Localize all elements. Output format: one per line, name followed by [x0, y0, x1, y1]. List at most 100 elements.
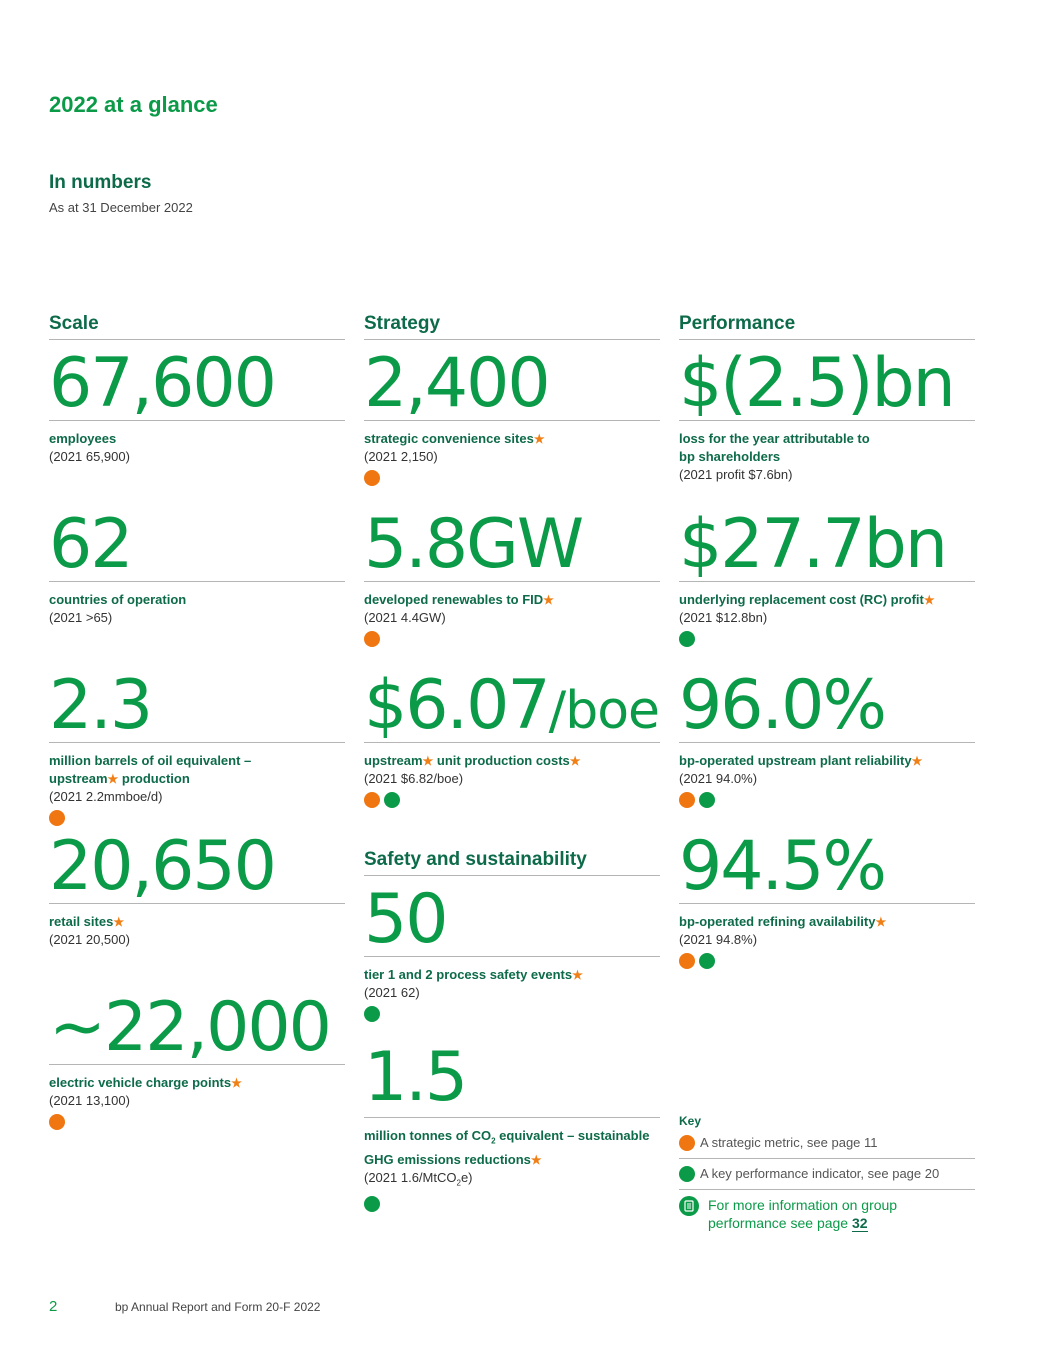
more-info-link[interactable]: For more information on group performanc… [679, 1196, 975, 1232]
strategic-metric-dot-icon [679, 792, 695, 808]
metric-label-text-3: GHG emissions reductions [364, 1151, 531, 1167]
metric-tags [679, 953, 975, 970]
metric-tags [364, 631, 660, 648]
metric-label-text: bp-operated refining availability [679, 914, 876, 929]
more-info-text: For more information on group performanc… [708, 1196, 897, 1232]
metric-value: 96.0% [679, 670, 975, 743]
metric-value: $(2.5)bn [679, 348, 975, 421]
metric-prior: (2021 >65) [49, 610, 113, 625]
metric-label: million tonnes of CO2 equivalent – susta… [364, 1127, 660, 1169]
metric-prior: (2021 94.0%) [679, 771, 758, 786]
column-header-performance: Performance [679, 313, 975, 340]
metric-rc-profit: $27.7bn underlying replacement cost (RC)… [679, 509, 975, 648]
metric-prior: (2021 94.8%) [679, 932, 758, 947]
metric-prior: (2021 $12.8bn) [679, 610, 768, 625]
metric-label: loss for the year attributable to bp sha… [679, 430, 975, 466]
key-strategic-text: A strategic metric, see page 11 [700, 1135, 878, 1150]
column-header-strategy: Strategy [364, 313, 660, 340]
kpi-dot-icon [699, 953, 715, 969]
metric-prior: (2021 4.4GW) [364, 610, 446, 625]
metric-ev-charge-points: ~22,000 electric vehicle charge points★ … [49, 992, 345, 1131]
metric-countries: 62 countries of operation (2021 >65) [49, 509, 345, 627]
page-title: 2022 at a glance [49, 92, 218, 117]
metric-prior: (2021 profit $7.6bn) [679, 467, 793, 482]
metric-refining-availability: 94.5% bp-operated refining availability★… [679, 831, 975, 970]
metric-value: $6.07/boe [364, 670, 660, 743]
metric-value-unit: /boe [548, 681, 660, 741]
metric-label: electric vehicle charge points★ [49, 1074, 345, 1092]
metric-prior-text-2: e) [460, 1169, 473, 1185]
star-icon: ★ [923, 593, 935, 607]
metric-prior: (2021 2,150) [364, 449, 438, 464]
star-icon: ★ [911, 754, 923, 768]
page-link[interactable]: 32 [851, 1215, 868, 1232]
metric-renewables: 5.8GW developed renewables to FID★ (2021… [364, 509, 660, 648]
strategic-metric-dot-icon [49, 1114, 65, 1130]
column-header-scale: Scale [49, 313, 345, 340]
metric-process-safety-events: 50 tier 1 and 2 process safety events★ (… [364, 884, 660, 1023]
metric-prior: (2021 2.2mmboe/d) [49, 789, 163, 804]
metric-prior: (2021 62) [364, 985, 420, 1000]
metric-label-text: strategic convenience sites [364, 431, 534, 446]
kpi-dot-icon [384, 792, 400, 808]
metric-prior: (2021 20,500) [49, 932, 130, 947]
metric-prior: (2021 13,100) [49, 1093, 130, 1108]
metric-value: 5.8GW [364, 509, 660, 582]
metric-label-line2b: production [118, 771, 190, 786]
column-header-safety: Safety and sustainability [364, 849, 660, 876]
star-icon: ★ [543, 593, 554, 607]
metric-label-text: million tonnes of CO [364, 1128, 492, 1143]
section-title: In numbers [49, 172, 152, 193]
metric-value: 2,400 [364, 348, 660, 421]
metric-label-text-2: equivalent – sustainable [495, 1128, 650, 1143]
metric-tags [679, 792, 975, 809]
strategic-metric-dot-icon [679, 953, 695, 969]
metric-tags [679, 631, 975, 648]
strategic-metric-dot-icon [364, 470, 380, 486]
document-icon [679, 1196, 699, 1216]
metric-value: 62 [49, 509, 345, 582]
metric-label: retail sites★ [49, 913, 345, 931]
metric-prior: (2021 $6.82/boe) [364, 771, 464, 786]
more-info-line2: performance see page [708, 1215, 852, 1231]
star-icon: ★ [569, 754, 581, 768]
star-icon: ★ [231, 1076, 242, 1090]
strategic-metric-dot-icon [364, 631, 380, 647]
strategic-metric-dot-icon [49, 810, 65, 826]
metric-value: 50 [364, 884, 660, 957]
metric-value: ~22,000 [49, 992, 345, 1065]
metric-label-text: tier 1 and 2 process safety events [364, 967, 573, 982]
metric-label-text: bp-operated upstream plant reliability [679, 753, 912, 768]
metric-value: 20,650 [49, 831, 345, 904]
key-strategic-metric: A strategic metric, see page 11 [679, 1134, 975, 1159]
metric-label: upstream★ unit production costs★ [364, 752, 660, 770]
metric-value: $27.7bn [679, 509, 975, 582]
legend-key: Key A strategic metric, see page 11 A ke… [679, 1114, 975, 1232]
metric-unit-production-costs: $6.07/boe upstream★ unit production cost… [364, 670, 660, 809]
star-icon: ★ [422, 754, 434, 768]
metric-value: 1.5 [364, 1038, 660, 1118]
metric-value: 94.5% [679, 831, 975, 904]
metric-label: strategic convenience sites★ [364, 430, 660, 448]
metric-label: employees [49, 431, 117, 446]
metric-label: bp-operated upstream plant reliability★ [679, 752, 975, 770]
kpi-dot-icon [364, 1006, 380, 1022]
metric-label-text: electric vehicle charge points [49, 1075, 232, 1090]
metric-label-line1: loss for the year attributable to [679, 431, 870, 446]
metric-tags [364, 1196, 660, 1213]
publication-title: bp Annual Report and Form 20-F 2022 [115, 1300, 321, 1314]
metric-value: 2.3 [49, 670, 345, 743]
metric-label: bp-operated refining availability★ [679, 913, 975, 931]
metric-label-text: developed renewables to FID [364, 592, 544, 607]
metric-loss-for-year: $(2.5)bn loss for the year attributable … [679, 348, 975, 484]
kpi-dot-icon [679, 631, 695, 647]
metric-tags [364, 1006, 660, 1023]
metric-label-line2: bp shareholders [679, 449, 781, 464]
key-kpi-text: A key performance indicator, see page 20 [700, 1166, 940, 1181]
metric-tags [364, 792, 660, 809]
metric-label: underlying replacement cost (RC) profit★ [679, 591, 975, 609]
metric-prior-subscript: 2 [456, 1178, 461, 1188]
kpi-dot-icon [699, 792, 715, 808]
star-icon: ★ [875, 915, 887, 929]
strategic-metric-dot-icon [679, 1135, 695, 1151]
